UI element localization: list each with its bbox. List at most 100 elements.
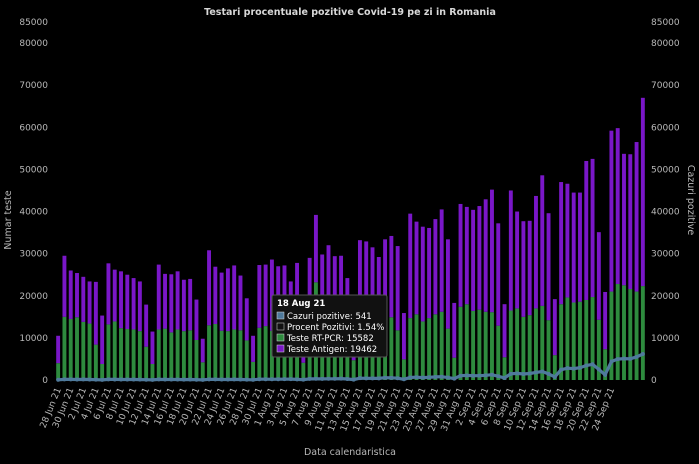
point-cazuri-pozitive[interactable]: [496, 374, 501, 379]
bar-rt-pcr[interactable]: [521, 316, 526, 380]
bar-rt-pcr[interactable]: [156, 329, 161, 380]
bar-antigen[interactable]: [477, 206, 482, 310]
point-cazuri-pozitive[interactable]: [521, 371, 526, 376]
point-cazuri-pozitive[interactable]: [433, 374, 438, 379]
bar-rt-pcr[interactable]: [163, 328, 167, 380]
bar-rt-pcr[interactable]: [640, 286, 645, 380]
point-cazuri-pozitive[interactable]: [81, 377, 86, 382]
point-cazuri-pozitive[interactable]: [351, 377, 356, 382]
bar-antigen[interactable]: [87, 281, 92, 324]
bar-rt-pcr[interactable]: [175, 329, 180, 380]
bar-antigen[interactable]: [502, 304, 507, 358]
bar-rt-pcr[interactable]: [590, 297, 595, 380]
point-cazuri-pozitive[interactable]: [427, 375, 432, 380]
bar-antigen[interactable]: [565, 183, 570, 298]
bar-antigen[interactable]: [571, 192, 576, 303]
bar-antigen[interactable]: [414, 221, 419, 315]
bar-rt-pcr[interactable]: [609, 291, 614, 380]
bar-antigen[interactable]: [106, 263, 111, 325]
point-cazuri-pozitive[interactable]: [68, 377, 73, 382]
point-cazuri-pozitive[interactable]: [225, 377, 230, 382]
bar-rt-pcr[interactable]: [433, 314, 438, 380]
bar-rt-pcr[interactable]: [207, 325, 211, 380]
bar-antigen[interactable]: [213, 266, 218, 324]
point-cazuri-pozitive[interactable]: [219, 377, 224, 382]
bar-rt-pcr[interactable]: [408, 318, 413, 380]
point-cazuri-pozitive[interactable]: [207, 377, 212, 382]
bar-rt-pcr[interactable]: [93, 344, 98, 380]
bar-antigen[interactable]: [238, 275, 243, 331]
bar-rt-pcr[interactable]: [458, 306, 463, 380]
point-cazuri-pozitive[interactable]: [200, 377, 205, 382]
bar-rt-pcr[interactable]: [622, 285, 626, 380]
bar-rt-pcr[interactable]: [603, 349, 608, 380]
point-cazuri-pozitive[interactable]: [401, 377, 406, 382]
point-cazuri-pozitive[interactable]: [232, 377, 237, 382]
bar-antigen[interactable]: [552, 299, 557, 356]
bar-rt-pcr[interactable]: [181, 331, 186, 380]
point-cazuri-pozitive[interactable]: [282, 377, 287, 382]
point-cazuri-pozitive[interactable]: [263, 377, 268, 382]
bar-rt-pcr[interactable]: [301, 362, 306, 380]
point-cazuri-pozitive[interactable]: [131, 377, 136, 382]
point-cazuri-pozitive[interactable]: [345, 377, 350, 382]
bar-rt-pcr[interactable]: [351, 360, 356, 380]
bar-rt-pcr[interactable]: [508, 310, 513, 380]
bar-antigen[interactable]: [56, 335, 61, 364]
bar-antigen[interactable]: [119, 271, 123, 329]
bar-rt-pcr[interactable]: [150, 363, 155, 380]
bar-antigen[interactable]: [584, 160, 589, 300]
bar-rt-pcr[interactable]: [584, 299, 589, 380]
bar-rt-pcr[interactable]: [119, 328, 123, 380]
bar-antigen[interactable]: [251, 335, 255, 362]
point-cazuri-pozitive[interactable]: [75, 377, 80, 382]
bar-rt-pcr[interactable]: [295, 337, 300, 380]
point-cazuri-pozitive[interactable]: [458, 373, 463, 378]
bar-antigen[interactable]: [100, 315, 105, 364]
point-cazuri-pozitive[interactable]: [112, 377, 117, 382]
point-cazuri-pozitive[interactable]: [584, 363, 589, 368]
bar-antigen[interactable]: [596, 232, 601, 320]
bar-rt-pcr[interactable]: [244, 340, 249, 380]
bar-rt-pcr[interactable]: [414, 314, 419, 380]
point-cazuri-pozitive[interactable]: [483, 373, 488, 378]
bar-antigen[interactable]: [471, 209, 476, 311]
point-cazuri-pozitive[interactable]: [464, 373, 469, 378]
bar-rt-pcr[interactable]: [238, 330, 243, 380]
bar-rt-pcr[interactable]: [596, 319, 601, 380]
bar-antigen[interactable]: [93, 281, 98, 345]
bar-rt-pcr[interactable]: [578, 301, 582, 380]
bar-antigen[interactable]: [125, 274, 130, 330]
bar-antigen[interactable]: [332, 256, 337, 322]
bar-antigen[interactable]: [188, 278, 193, 331]
bar-rt-pcr[interactable]: [112, 321, 117, 380]
point-cazuri-pozitive[interactable]: [370, 376, 375, 381]
bar-antigen[interactable]: [131, 278, 136, 330]
bar-antigen[interactable]: [225, 268, 230, 332]
bar-antigen[interactable]: [112, 269, 117, 322]
point-cazuri-pozitive[interactable]: [119, 377, 124, 382]
bar-rt-pcr[interactable]: [559, 304, 564, 380]
bar-antigen[interactable]: [207, 250, 211, 326]
point-cazuri-pozitive[interactable]: [439, 374, 444, 379]
bar-antigen[interactable]: [339, 255, 344, 323]
bar-antigen[interactable]: [137, 281, 142, 332]
bar-antigen[interactable]: [307, 257, 312, 322]
point-cazuri-pozitive[interactable]: [313, 376, 318, 381]
point-cazuri-pozitive[interactable]: [471, 373, 476, 378]
bar-rt-pcr[interactable]: [634, 291, 639, 380]
point-cazuri-pozitive[interactable]: [307, 376, 312, 381]
point-cazuri-pozitive[interactable]: [163, 377, 168, 382]
bar-antigen[interactable]: [395, 246, 400, 331]
bar-antigen[interactable]: [244, 298, 249, 341]
bar-rt-pcr[interactable]: [232, 329, 237, 380]
bar-antigen[interactable]: [628, 154, 633, 290]
bar-antigen[interactable]: [263, 264, 268, 327]
bar-antigen[interactable]: [609, 130, 614, 292]
point-cazuri-pozitive[interactable]: [332, 376, 337, 381]
point-cazuri-pozitive[interactable]: [508, 371, 513, 376]
bar-antigen[interactable]: [313, 214, 318, 283]
bar-antigen[interactable]: [376, 257, 381, 321]
point-cazuri-pozitive[interactable]: [596, 367, 601, 372]
point-cazuri-pozitive[interactable]: [156, 377, 161, 382]
